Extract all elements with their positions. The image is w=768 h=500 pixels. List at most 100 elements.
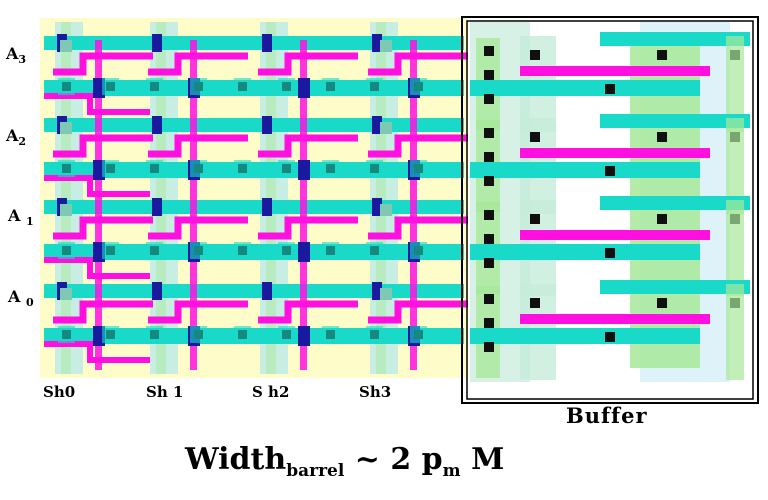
buffer-right-diff-2: [726, 200, 744, 296]
buffer-contact-2-2: [484, 258, 494, 268]
poly-contact-r2-a: [60, 204, 72, 216]
vertical-wire-1: [190, 40, 197, 370]
contact-pad-r2-7: [366, 242, 383, 259]
contact-pad-r1-7: [366, 160, 383, 177]
column-label-sh0: Sh0: [43, 383, 76, 401]
shift-wire-r2-c1: [148, 216, 248, 240]
contact-pad-r2-5: [278, 242, 295, 259]
contact-pad-r3-1: [102, 326, 119, 343]
width-caption: Widthbarrel ~ 2 pm M: [185, 442, 505, 481]
poly-contact-r3-b: [380, 288, 392, 300]
shift-wire-lower-3: [44, 341, 150, 363]
buffer-contact-2-5: [657, 214, 667, 224]
shift-wire-r3-c3: [368, 300, 468, 324]
contact-pad-r3-7: [366, 326, 383, 343]
contact-pad-r1-8: [410, 160, 427, 177]
buffer-contact-2-4: [605, 248, 615, 258]
via-out-r2-c2: [298, 242, 310, 262]
column-label-sh3: Sh3: [359, 383, 392, 401]
buffer-contact-2-3: [530, 214, 540, 224]
buffer-magenta-1: [520, 148, 710, 158]
poly-contact-r2-b: [380, 204, 392, 216]
buffer-top-bus-0: [600, 32, 750, 46]
buffer-top-bus-3: [600, 280, 750, 294]
poly-contact-r0-b: [380, 40, 392, 52]
contact-pad-r0-5: [278, 78, 295, 95]
contact-pad-r2-8: [410, 242, 427, 259]
contact-pad-r1-4: [234, 160, 251, 177]
via-r0-c1: [152, 34, 162, 52]
contact-pad-r3-8: [410, 326, 427, 343]
via-r2-c2: [262, 198, 272, 216]
buffer-contact-0-4: [605, 84, 615, 94]
row-label-a2: A2: [6, 126, 27, 149]
buffer-contact-1-4: [605, 166, 615, 176]
buffer-right-diff-3: [726, 284, 744, 380]
contact-pad-r1-3: [190, 160, 207, 177]
buffer-top-bus-2: [600, 196, 750, 210]
buffer-right-diff-1: [726, 118, 744, 214]
via-out-r3-c2: [298, 326, 310, 346]
shift-wire-r2-c0: [53, 216, 153, 240]
buffer-contact-1-0: [484, 128, 494, 138]
contact-pad-r1-6: [322, 160, 339, 177]
via-out-r1-c2: [298, 160, 310, 180]
contact-pad-r0-1: [102, 78, 119, 95]
vertical-wire-2: [300, 40, 307, 370]
shift-wire-r1-c3: [368, 134, 468, 158]
via-r1-c2: [262, 116, 272, 134]
via-r2-c3: [372, 198, 382, 216]
input-bus-0: [44, 36, 464, 50]
input-bus-1: [44, 118, 464, 132]
buffer-contact-3-0: [484, 294, 494, 304]
shift-wire-r1-c2: [258, 134, 358, 158]
contact-pad-r2-1: [102, 242, 119, 259]
contact-pad-r3-5: [278, 326, 295, 343]
contact-pad-r3-3: [190, 326, 207, 343]
buffer-contact-1-2: [484, 176, 494, 186]
buffer-out-bus-3: [470, 328, 700, 344]
buffer-contact-1-1: [484, 152, 494, 162]
poly-contact-r0-a: [60, 40, 72, 52]
contact-pad-r0-8: [410, 78, 427, 95]
shift-wire-r0-c3: [368, 52, 468, 76]
buffer-contact-3-2: [484, 342, 494, 352]
via-r2-c1: [152, 198, 162, 216]
shift-wire-lower-1: [44, 175, 150, 197]
vertical-wire-3: [410, 40, 417, 370]
vertical-wire-0: [95, 40, 102, 370]
contact-pad-r1-2: [146, 160, 163, 177]
buffer-contact-0-2: [484, 94, 494, 104]
contact-pad-r3-2: [146, 326, 163, 343]
column-label-sh2: S h2: [252, 383, 290, 401]
buffer-contact-0-5: [657, 50, 667, 60]
shift-wire-r1-c0: [53, 134, 153, 158]
shift-wire-r0-c2: [258, 52, 358, 76]
via-r3-c3: [372, 282, 382, 300]
input-bus-3: [44, 284, 464, 298]
contact-pad-r2-4: [234, 242, 251, 259]
contact-pad-r3-0: [58, 326, 75, 343]
buffer-out-bus-1: [470, 162, 700, 178]
poly-contact-r1-b: [380, 122, 392, 134]
contact-pad-r2-3: [190, 242, 207, 259]
poly-contact-r1-a: [60, 122, 72, 134]
buffer-contact-3-4: [605, 332, 615, 342]
via-r1-c3: [372, 116, 382, 134]
contact-pad-r2-0: [58, 242, 75, 259]
buffer-contact-3-3: [530, 298, 540, 308]
via-out-r0-c2: [298, 78, 310, 98]
buffer-magenta-3: [520, 314, 710, 324]
via-r3-c1: [152, 282, 162, 300]
shift-wire-r2-c2: [258, 216, 358, 240]
contact-pad-r2-6: [322, 242, 339, 259]
contact-pad-r0-7: [366, 78, 383, 95]
via-r0-c2: [262, 34, 272, 52]
buffer-out-bus-2: [470, 244, 700, 260]
buffer-border-inner: [466, 20, 754, 400]
buffer-contact-3-1: [484, 318, 494, 328]
row-label-a0: A 0: [8, 287, 34, 310]
poly-contact-r3-a: [60, 288, 72, 300]
cell-background: [40, 18, 468, 378]
